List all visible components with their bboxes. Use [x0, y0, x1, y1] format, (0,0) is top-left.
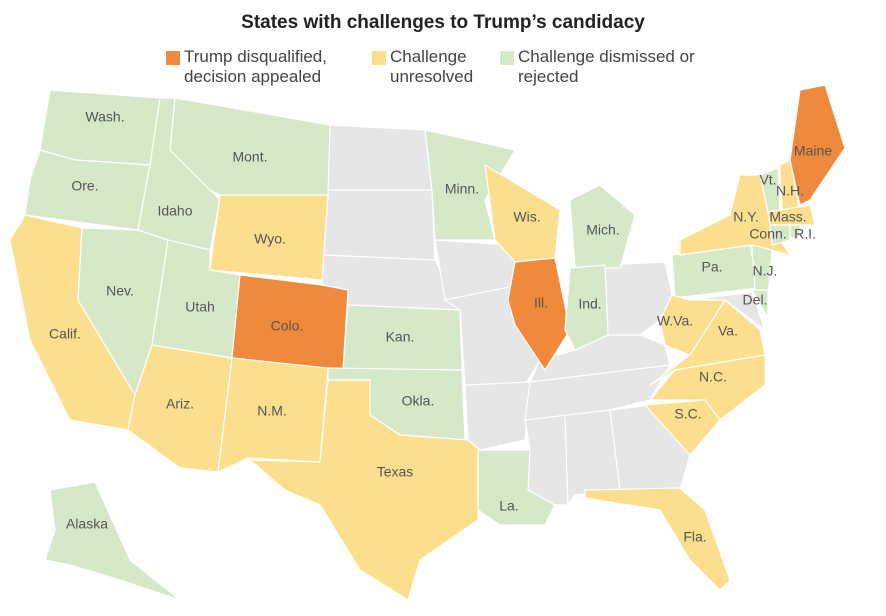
state-shape — [44, 481, 181, 601]
state-label: Fla. — [683, 529, 706, 545]
legend-label: Challenge unresolved — [390, 47, 474, 86]
state-shape — [767, 204, 816, 226]
state-shape — [217, 357, 329, 474]
state-shape — [248, 379, 481, 601]
state-label: Pa. — [701, 259, 722, 275]
state-label: Texas — [377, 464, 414, 480]
legend-label: Challenge dismissed or rejected — [518, 47, 695, 86]
state-shape — [477, 449, 556, 526]
state-label: W.Va. — [657, 313, 693, 329]
state-shape — [789, 224, 801, 239]
state-label: Okla. — [402, 393, 435, 409]
state-shape — [750, 289, 769, 321]
state-label: Ill. — [534, 295, 548, 311]
legend-swatch — [166, 51, 180, 65]
state-label: Vt. — [759, 172, 776, 188]
title: States with challenges to Trump’s candid… — [241, 12, 645, 33]
state-label: Idaho — [157, 203, 192, 219]
state-shape — [464, 381, 531, 451]
state-label: Wyo. — [254, 231, 286, 247]
state-label: Minn. — [445, 181, 479, 197]
state-label: Ariz. — [166, 396, 194, 412]
state-label: Del. — [743, 292, 768, 308]
state-label: Ind. — [578, 296, 601, 312]
state-shape — [564, 264, 609, 351]
state-shape — [209, 194, 329, 281]
state-label: Mich. — [586, 222, 619, 238]
state-label: Calif. — [49, 326, 81, 342]
state-shape — [659, 294, 727, 356]
state-shape — [507, 257, 571, 372]
state-shape — [321, 189, 436, 261]
state-label: Nev. — [106, 283, 134, 299]
state-label: Colo. — [271, 318, 304, 334]
legend-label: Trump disqualified, decision appealed — [184, 47, 327, 86]
state-shape — [769, 224, 791, 246]
state-label: Maine — [794, 143, 832, 159]
legend-swatch — [372, 51, 386, 65]
state-label: N.H. — [776, 183, 804, 199]
state-label: S.C. — [674, 406, 701, 422]
state-label: Va. — [718, 323, 738, 339]
state-label: La. — [499, 498, 518, 514]
state-label: N.C. — [699, 369, 727, 385]
state-shape — [584, 487, 731, 591]
state-label: Ore. — [71, 178, 98, 194]
state-label: Kan. — [386, 329, 415, 345]
state-label: Mass. — [769, 209, 806, 225]
state-label: Utah — [185, 299, 215, 315]
state-shape — [789, 84, 846, 206]
legend-swatch — [500, 51, 514, 65]
state-label: Alaska — [66, 516, 108, 532]
state-label: N.J. — [753, 263, 778, 279]
state-label: N.M. — [257, 403, 287, 419]
state-label: Wash. — [85, 109, 124, 125]
state-label: Conn. — [749, 226, 786, 242]
state-shape — [569, 184, 636, 269]
state-label: R.I. — [794, 226, 816, 242]
state-shape — [609, 404, 691, 491]
state-labels: Wash. Ore. Calif. Nev. Idaho Mont. Wyo. Utah Col… — [49, 109, 832, 545]
state-shape — [643, 399, 721, 456]
state-shape — [39, 89, 161, 166]
state-label: Wis. — [513, 209, 540, 225]
state-shape — [327, 124, 433, 191]
states — [9, 84, 846, 601]
state-label: Mont. — [232, 149, 267, 165]
state-label: N.Y. — [733, 209, 758, 225]
